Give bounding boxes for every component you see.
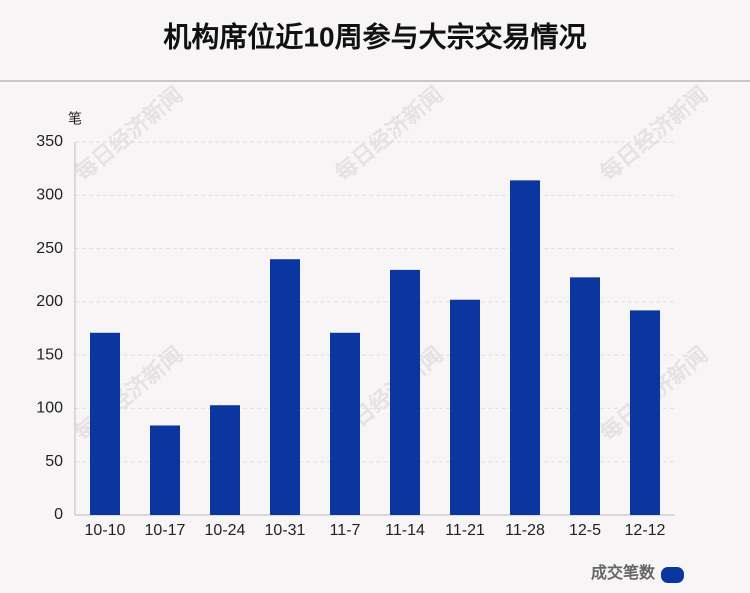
bar (450, 299, 480, 515)
x-tick-label: 11-7 (330, 522, 361, 539)
x-tick-label: 10-31 (265, 522, 306, 539)
legend-label: 成交笔数 (591, 563, 656, 582)
y-unit-label: 笔 (68, 111, 82, 127)
bar (570, 277, 600, 515)
bar (510, 180, 540, 515)
x-tick-label: 11-14 (385, 522, 425, 539)
bar (90, 332, 120, 515)
x-tick-label: 11-28 (505, 522, 545, 539)
x-tick-label: 11-21 (445, 522, 485, 539)
y-tick-label: 200 (36, 293, 63, 310)
y-tick-label: 150 (36, 346, 63, 363)
y-tick-label: 300 (36, 187, 63, 204)
y-tick-label: 50 (45, 453, 63, 470)
x-tick-label: 10-17 (145, 522, 186, 539)
x-tick-label: 10-24 (205, 522, 246, 539)
bar (390, 269, 420, 515)
legend-swatch (661, 567, 684, 583)
chart-title: 机构席位近10周参与大宗交易情况 (163, 20, 586, 52)
y-tick-label: 100 (36, 400, 63, 417)
x-tick-label: 12-5 (569, 522, 601, 539)
bar (210, 405, 240, 515)
x-tick-label: 12-12 (625, 522, 666, 539)
y-tick-label: 350 (36, 133, 63, 150)
bar (270, 259, 300, 515)
bar (630, 310, 660, 515)
bar (150, 425, 180, 515)
y-tick-label: 250 (36, 240, 63, 257)
bar (330, 332, 360, 515)
y-tick-label: 0 (54, 506, 63, 523)
x-tick-label: 10-10 (85, 522, 126, 539)
